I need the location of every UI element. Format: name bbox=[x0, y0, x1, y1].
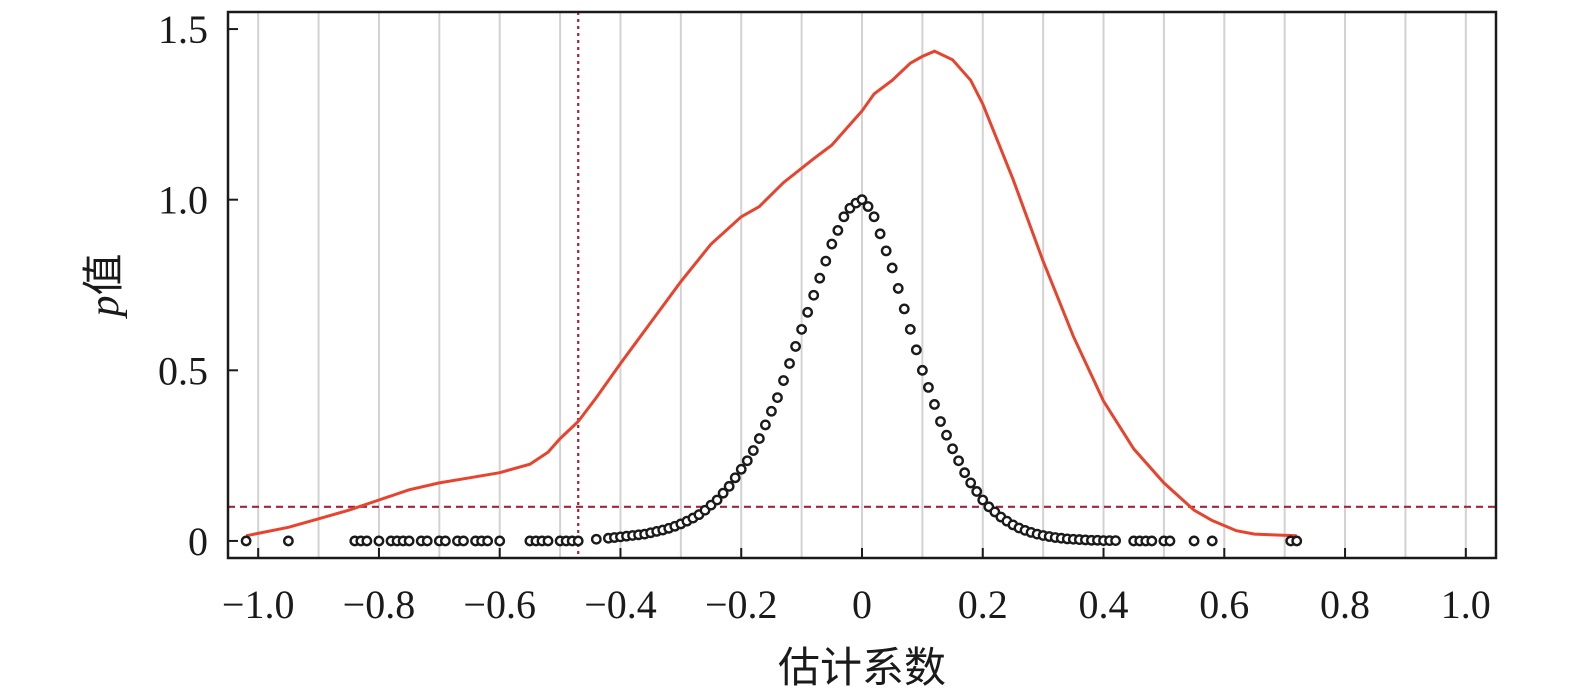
x-tick-label: −0.4 bbox=[584, 582, 657, 627]
y-tick-label: 0 bbox=[188, 519, 208, 564]
scatter-point bbox=[729, 472, 741, 484]
scatter-point bbox=[778, 375, 789, 386]
x-tick-label: 0 bbox=[852, 582, 872, 627]
y-axis-title-italic: p bbox=[82, 296, 128, 320]
scatter-point bbox=[971, 486, 983, 497]
scatter-point bbox=[959, 467, 971, 479]
scatter-point bbox=[421, 535, 433, 547]
scatter-point bbox=[1110, 535, 1122, 546]
y-axis-title-rest: 值 bbox=[79, 253, 128, 295]
scatter-point bbox=[494, 535, 506, 547]
scatter-point bbox=[862, 201, 874, 212]
scatter-point bbox=[458, 535, 469, 547]
y-tick-label: 1.5 bbox=[158, 7, 208, 52]
scatter-point bbox=[923, 381, 934, 393]
x-tick-label: 0.6 bbox=[1199, 582, 1249, 627]
scatter-point bbox=[282, 535, 294, 547]
scatter-point bbox=[747, 445, 759, 456]
scatter-point bbox=[929, 399, 940, 410]
scatter-point bbox=[935, 416, 946, 427]
y-axis-title: p值 bbox=[79, 253, 128, 319]
y-tick-label: 1.0 bbox=[158, 178, 208, 223]
scatter-point bbox=[820, 255, 832, 267]
scatter-point bbox=[784, 358, 795, 369]
y-axis: 0 0.5 1.0 1.5 bbox=[158, 7, 238, 564]
scatter-point bbox=[808, 289, 820, 301]
scatter-point bbox=[741, 455, 753, 467]
scatter-point bbox=[977, 494, 989, 506]
scatter-point bbox=[880, 245, 892, 257]
scatter-point bbox=[1164, 535, 1176, 547]
scatter-point bbox=[361, 535, 373, 547]
scatter-point bbox=[711, 494, 723, 506]
scatter-point bbox=[1146, 535, 1158, 547]
scatter-point bbox=[759, 419, 771, 431]
scatter-point bbox=[941, 429, 952, 441]
scatter-point bbox=[1206, 535, 1218, 547]
x-tick-label: 0.8 bbox=[1320, 582, 1370, 627]
scatter-point bbox=[802, 306, 814, 318]
scatter-point bbox=[898, 303, 910, 315]
scatter-point bbox=[826, 238, 838, 250]
x-axis: −1.0 −0.8 −0.6 −0.4 −0.2 0 0.2 0.4 0.6 0.8 1.0 bbox=[222, 548, 1491, 627]
grid-lines bbox=[257, 12, 1467, 558]
reference-lines bbox=[228, 12, 1496, 558]
x-axis-title: 估计系数 bbox=[778, 643, 946, 692]
scatter-point bbox=[542, 535, 554, 547]
scatter-point bbox=[916, 364, 928, 376]
scatter-point bbox=[832, 224, 844, 236]
scatter-point bbox=[439, 535, 451, 547]
x-tick-label: 0.4 bbox=[1079, 582, 1129, 627]
scatter-point bbox=[856, 194, 868, 206]
x-tick-label: −0.8 bbox=[343, 582, 416, 627]
scatter-point bbox=[482, 535, 494, 547]
scatter-point bbox=[892, 283, 904, 294]
scatter-point bbox=[590, 533, 602, 545]
scatter-point bbox=[814, 272, 826, 284]
scatter-point bbox=[735, 463, 747, 475]
scatter-point bbox=[947, 443, 958, 455]
scatter-point bbox=[965, 477, 977, 489]
scatter-point bbox=[868, 211, 880, 223]
scatter-point bbox=[772, 392, 783, 404]
scatter-point bbox=[766, 405, 777, 417]
scatter-point bbox=[572, 535, 584, 547]
scatter-point bbox=[717, 487, 729, 499]
x-tick-label: −0.6 bbox=[463, 582, 536, 627]
scatter-point bbox=[723, 480, 735, 492]
x-tick-label: 0.2 bbox=[958, 582, 1008, 627]
scatter-points bbox=[240, 194, 1303, 547]
scatter-point bbox=[886, 262, 898, 274]
scatter-point bbox=[874, 228, 886, 240]
scatter-point bbox=[904, 323, 916, 335]
scatter-point bbox=[403, 535, 415, 547]
scatter-point bbox=[953, 455, 965, 467]
scatter-point bbox=[910, 344, 922, 356]
x-tick-label: −1.0 bbox=[222, 582, 295, 627]
scatter-point bbox=[796, 323, 808, 335]
x-tick-label: 1.0 bbox=[1441, 582, 1491, 627]
scatter-point bbox=[373, 535, 385, 547]
scatter-point bbox=[1188, 535, 1200, 547]
scatter-point bbox=[838, 211, 850, 223]
scatter-point bbox=[1291, 535, 1303, 547]
scatter-point bbox=[240, 535, 252, 547]
scatter-point bbox=[753, 433, 765, 444]
density-curve bbox=[245, 49, 1297, 538]
x-tick-label: −0.2 bbox=[705, 582, 778, 627]
scatter-point bbox=[790, 341, 801, 352]
y-tick-label: 0.5 bbox=[158, 348, 208, 393]
